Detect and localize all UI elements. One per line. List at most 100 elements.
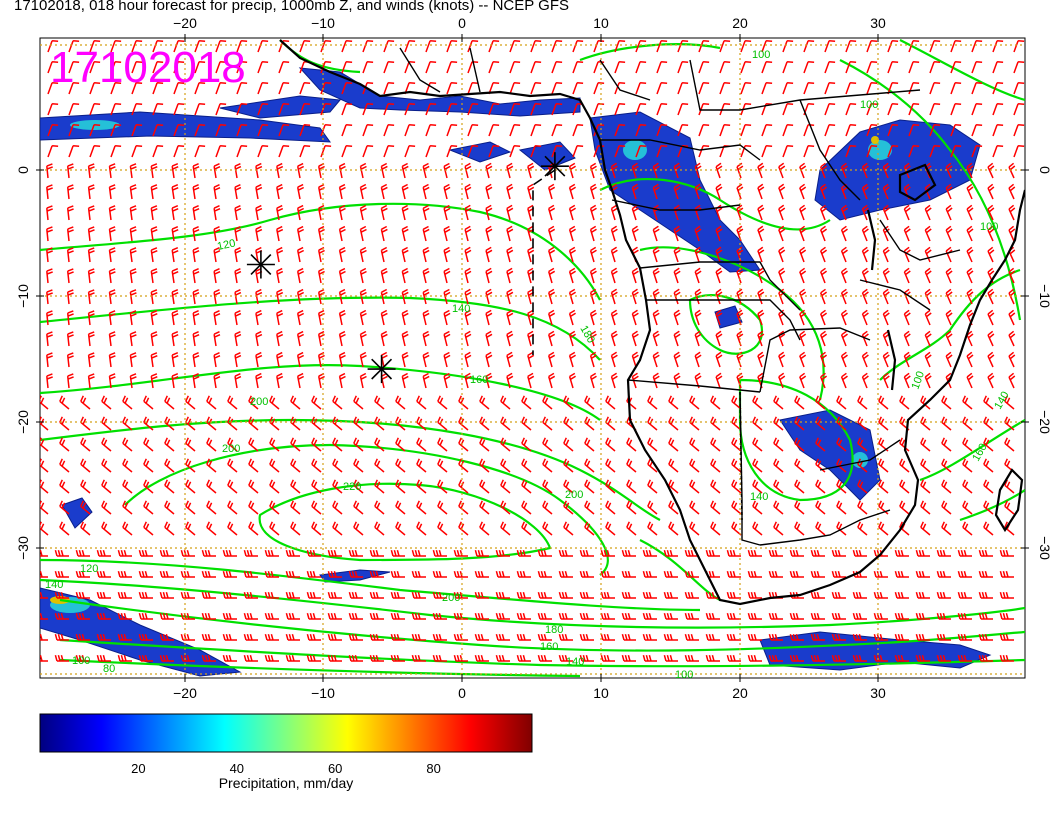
wind-barb	[1013, 144, 1025, 158]
wind-barb	[710, 479, 721, 494]
wind-barb	[516, 655, 531, 662]
wind-barb	[936, 655, 951, 662]
wind-barb	[173, 39, 185, 53]
wind-barb	[845, 39, 857, 53]
wind-barb	[521, 458, 532, 473]
lon-label-top: −20	[173, 15, 197, 31]
wind-barb	[668, 416, 679, 431]
wind-barb	[677, 60, 689, 74]
wind-barb	[815, 500, 826, 515]
wind-barb	[652, 225, 660, 242]
wind-barb	[206, 521, 217, 536]
wind-barb	[579, 550, 594, 557]
wind-barb	[824, 102, 836, 116]
wind-barb	[362, 123, 374, 137]
wind-barb	[698, 123, 710, 137]
wind-barb	[443, 330, 451, 347]
wind-barb	[185, 458, 196, 473]
wind-barb	[899, 500, 910, 515]
wind-barb	[920, 479, 931, 494]
wind-barb	[390, 655, 405, 662]
wind-barb	[395, 479, 406, 494]
wind-barb	[929, 102, 941, 116]
wind-barb	[866, 102, 878, 116]
wind-barb	[999, 592, 1014, 599]
wind-barb	[59, 500, 70, 515]
wind-barb	[882, 372, 890, 389]
wind-barb	[894, 634, 909, 641]
wind-barb	[652, 183, 660, 200]
wind-barb	[306, 655, 321, 662]
wind-barb	[47, 60, 59, 74]
wind-barb	[87, 247, 95, 263]
wind-barb	[757, 288, 765, 305]
wind-barb	[551, 102, 563, 116]
wind-barb	[757, 330, 765, 347]
wind-barb	[845, 123, 857, 137]
wind-barb	[401, 309, 409, 326]
wind-barb	[213, 310, 221, 326]
contour-line	[59, 658, 581, 678]
wind-barb	[584, 500, 595, 515]
wind-barb	[719, 81, 731, 95]
wind-barb	[180, 655, 195, 662]
wind-barb	[710, 500, 721, 515]
wind-barb	[432, 655, 447, 662]
wind-barb	[866, 60, 878, 74]
wind-barb	[269, 521, 280, 536]
wind-barb	[236, 144, 248, 158]
wind-barb	[353, 437, 364, 452]
wind-barb	[46, 331, 53, 347]
wind-barb	[1013, 60, 1025, 74]
wind-barb	[920, 458, 931, 473]
wind-barb	[243, 634, 258, 641]
wind-barb	[338, 204, 346, 221]
wind-barb	[983, 395, 994, 410]
wind-barb	[547, 351, 556, 368]
wind-barb	[950, 102, 962, 116]
contour-line	[879, 268, 1021, 381]
wind-barb	[194, 39, 206, 53]
wind-barb	[485, 183, 493, 200]
wind-barb	[684, 550, 699, 557]
wind-barb	[824, 60, 836, 74]
wind-barb	[715, 162, 723, 179]
wind-barb	[290, 500, 301, 515]
wind-barb	[705, 655, 720, 662]
wind-barb	[761, 60, 773, 74]
wind-barb	[290, 521, 301, 536]
contour-label: 200	[565, 489, 583, 501]
wind-barb	[453, 655, 468, 662]
wind-barb	[971, 102, 983, 116]
wind-barb	[971, 60, 983, 74]
wind-barb	[222, 592, 237, 599]
wind-barb	[131, 123, 143, 137]
wind-barb	[966, 246, 974, 263]
wind-barb	[296, 267, 305, 284]
wind-barb	[840, 162, 848, 179]
lon-label-bottom: 0	[458, 685, 466, 700]
wind-barb	[673, 162, 681, 179]
wind-barb	[547, 267, 556, 284]
wind-barb	[530, 39, 542, 53]
wind-barb	[129, 373, 137, 389]
wind-barb	[443, 351, 451, 368]
wind-barb	[353, 479, 364, 494]
wind-barb	[799, 330, 807, 347]
wind-barb	[338, 183, 346, 200]
wind-barb	[96, 634, 111, 641]
wind-barb	[815, 395, 826, 410]
wind-barb	[915, 592, 930, 599]
wind-barb	[747, 592, 762, 599]
forecast-map: 100 100 100 120 140 160 180 200 200 200 …	[15, 15, 1053, 700]
wind-barb	[129, 289, 137, 305]
wind-barb	[150, 268, 158, 284]
wind-barb	[411, 613, 426, 620]
wind-barb	[903, 330, 911, 347]
wind-barb	[568, 225, 576, 242]
wind-barb	[740, 81, 752, 95]
wind-barb	[747, 655, 762, 662]
wind-barb	[794, 458, 805, 473]
wind-barb	[568, 267, 576, 284]
wind-barb	[129, 310, 137, 326]
